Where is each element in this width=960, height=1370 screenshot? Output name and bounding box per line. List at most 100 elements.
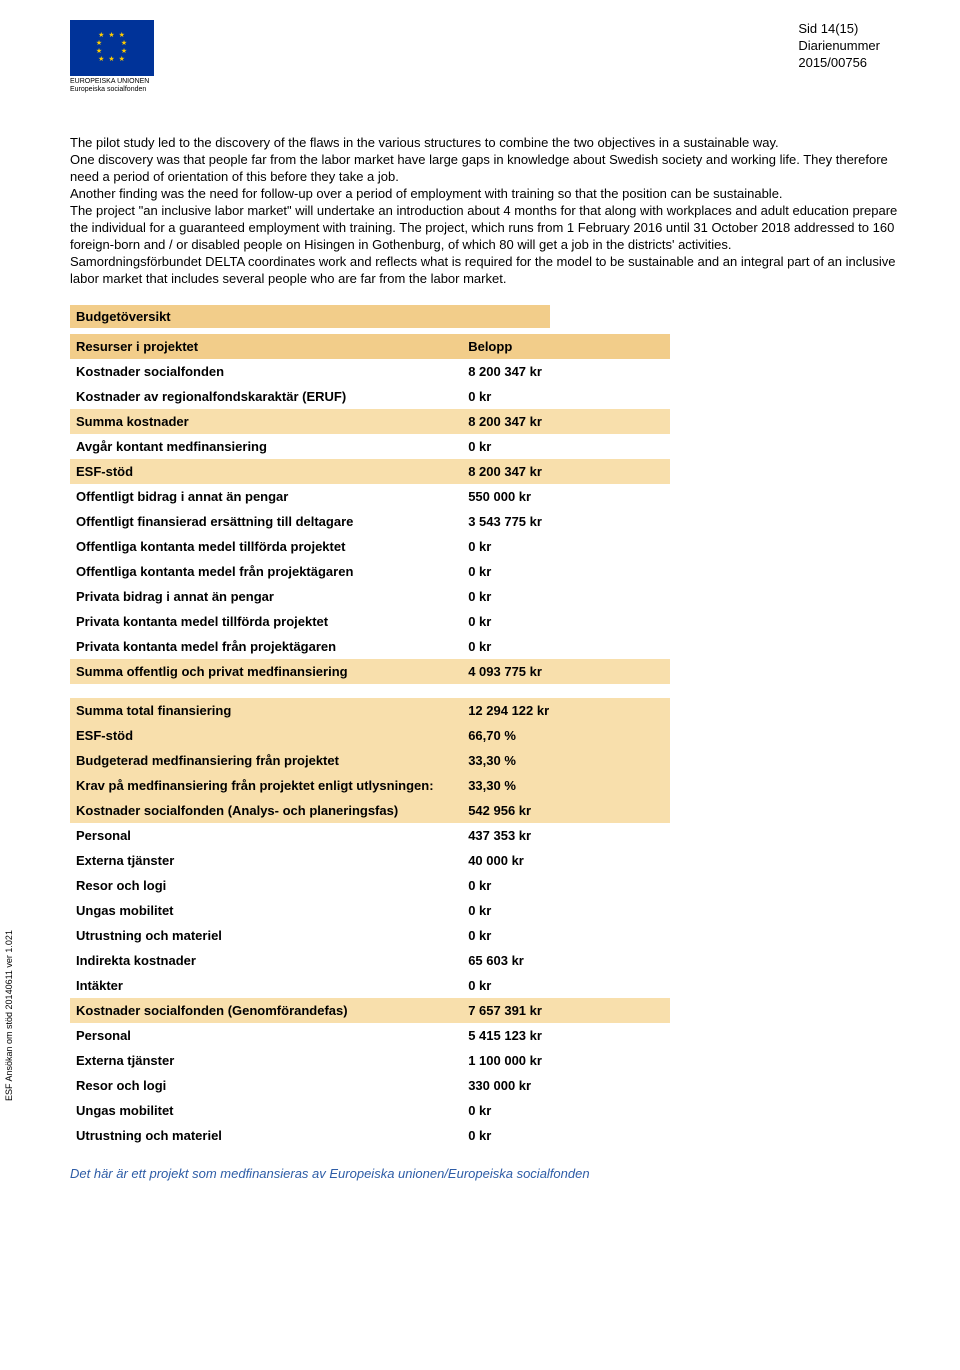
table-row: Utrustning och materiel0 kr bbox=[70, 1123, 670, 1148]
row-label: Kostnader socialfonden bbox=[70, 359, 462, 384]
row-value: 330 000 kr bbox=[462, 1073, 670, 1098]
table-row: Offentliga kontanta medel tillförda proj… bbox=[70, 534, 670, 559]
table-row: Indirekta kostnader65 603 kr bbox=[70, 948, 670, 973]
table-row: Ungas mobilitet0 kr bbox=[70, 1098, 670, 1123]
paragraph: The pilot study led to the discovery of … bbox=[70, 134, 910, 151]
row-label: Resor och logi bbox=[70, 873, 462, 898]
row-value: 0 kr bbox=[462, 609, 670, 634]
row-label: Utrustning och materiel bbox=[70, 1123, 462, 1148]
row-value: 1 100 000 kr bbox=[462, 1048, 670, 1073]
table-row: Offentligt finansierad ersättning till d… bbox=[70, 509, 670, 534]
table-row: Personal5 415 123 kr bbox=[70, 1023, 670, 1048]
paragraph: Samordningsförbundet DELTA coordinates w… bbox=[70, 253, 910, 287]
table-row: Privata kontanta medel från projektägare… bbox=[70, 634, 670, 659]
row-value: 0 kr bbox=[462, 923, 670, 948]
row-value: 65 603 kr bbox=[462, 948, 670, 973]
table-row: Kostnader socialfonden8 200 347 kr bbox=[70, 359, 670, 384]
row-value: 66,70 % bbox=[462, 723, 670, 748]
table-row: Utrustning och materiel0 kr bbox=[70, 923, 670, 948]
row-label: ESF-stöd bbox=[70, 723, 462, 748]
row-value: 0 kr bbox=[462, 534, 670, 559]
row-label: Summa kostnader bbox=[70, 409, 462, 434]
table-row: ESF-stöd8 200 347 kr bbox=[70, 459, 670, 484]
row-label: Offentliga kontanta medel tillförda proj… bbox=[70, 534, 462, 559]
row-label: Kostnader av regionalfondskaraktär (ERUF… bbox=[70, 384, 462, 409]
table-row: Summa offentlig och privat medfinansieri… bbox=[70, 659, 670, 684]
row-value: 437 353 kr bbox=[462, 823, 670, 848]
row-label: Personal bbox=[70, 823, 462, 848]
row-label: Offentligt bidrag i annat än pengar bbox=[70, 484, 462, 509]
paragraph: One discovery was that people far from t… bbox=[70, 151, 910, 185]
table-header-row: Resurser i projektet Belopp bbox=[70, 334, 670, 359]
body-text: The pilot study led to the discovery of … bbox=[70, 134, 910, 287]
row-value: 4 093 775 kr bbox=[462, 659, 670, 684]
row-value: 33,30 % bbox=[462, 748, 670, 773]
budget-section-header: Budgetöversikt bbox=[70, 305, 550, 328]
col-header-resources: Resurser i projektet bbox=[70, 334, 462, 359]
row-value: 5 415 123 kr bbox=[462, 1023, 670, 1048]
row-value: 0 kr bbox=[462, 559, 670, 584]
diary-number: 2015/00756 bbox=[798, 54, 880, 71]
row-label: ESF-stöd bbox=[70, 459, 462, 484]
row-value: 0 kr bbox=[462, 1123, 670, 1148]
row-value: 12 294 122 kr bbox=[462, 698, 670, 723]
row-label: Offentliga kontanta medel från projektäg… bbox=[70, 559, 462, 584]
table-row: Personal437 353 kr bbox=[70, 823, 670, 848]
row-label: Offentligt finansierad ersättning till d… bbox=[70, 509, 462, 534]
row-value: 0 kr bbox=[462, 898, 670, 923]
row-value: 0 kr bbox=[462, 873, 670, 898]
row-label: Utrustning och materiel bbox=[70, 923, 462, 948]
table-row: Summa kostnader8 200 347 kr bbox=[70, 409, 670, 434]
footer-note: Det här är ett projekt som medfinansiera… bbox=[70, 1166, 910, 1181]
row-label: Budgeterad medfinansiering från projekte… bbox=[70, 748, 462, 773]
table-row: Summa total finansiering12 294 122 kr bbox=[70, 698, 670, 723]
diary-label: Diarienummer bbox=[798, 37, 880, 54]
logo-caption: EUROPEISKA UNIONEN Europeiska socialfond… bbox=[70, 78, 160, 94]
table-row: Privata bidrag i annat än pengar0 kr bbox=[70, 584, 670, 609]
table-row: Offentliga kontanta medel från projektäg… bbox=[70, 559, 670, 584]
row-value: 40 000 kr bbox=[462, 848, 670, 873]
table-row: Ungas mobilitet0 kr bbox=[70, 898, 670, 923]
header-meta: Sid 14(15) Diarienummer 2015/00756 bbox=[798, 20, 910, 71]
row-value: 550 000 kr bbox=[462, 484, 670, 509]
row-label: Indirekta kostnader bbox=[70, 948, 462, 973]
table-row: Externa tjänster1 100 000 kr bbox=[70, 1048, 670, 1073]
row-label: Externa tjänster bbox=[70, 848, 462, 873]
table-row: Kostnader socialfonden (Analys- och plan… bbox=[70, 798, 670, 823]
row-value: 0 kr bbox=[462, 434, 670, 459]
table-row: Kostnader socialfonden (Genomförandefas)… bbox=[70, 998, 670, 1023]
table-row: Intäkter0 kr bbox=[70, 973, 670, 998]
row-label: Kostnader socialfonden (Genomförandefas) bbox=[70, 998, 462, 1023]
row-value: 33,30 % bbox=[462, 773, 670, 798]
budget-table: Resurser i projektet Belopp Kostnader so… bbox=[70, 334, 670, 1148]
row-value: 0 kr bbox=[462, 1098, 670, 1123]
row-value: 542 956 kr bbox=[462, 798, 670, 823]
table-row: Privata kontanta medel tillförda projekt… bbox=[70, 609, 670, 634]
row-label: Ungas mobilitet bbox=[70, 898, 462, 923]
table-row: Budgeterad medfinansiering från projekte… bbox=[70, 748, 670, 773]
row-value: 0 kr bbox=[462, 584, 670, 609]
paragraph: Another finding was the need for follow-… bbox=[70, 185, 910, 202]
row-value: 8 200 347 kr bbox=[462, 409, 670, 434]
row-value: 0 kr bbox=[462, 634, 670, 659]
paragraph: The project "an inclusive labor market" … bbox=[70, 202, 910, 253]
row-label: Privata kontanta medel tillförda projekt… bbox=[70, 609, 462, 634]
row-value: 8 200 347 kr bbox=[462, 359, 670, 384]
row-label: Personal bbox=[70, 1023, 462, 1048]
eu-flag-icon: ★ ★ ★★ ★★ ★★ ★ ★ bbox=[70, 20, 154, 76]
table-row: Externa tjänster40 000 kr bbox=[70, 848, 670, 873]
table-row: Krav på medfinansiering från projektet e… bbox=[70, 773, 670, 798]
row-label: Resor och logi bbox=[70, 1073, 462, 1098]
table-row: ESF-stöd66,70 % bbox=[70, 723, 670, 748]
row-label: Kostnader socialfonden (Analys- och plan… bbox=[70, 798, 462, 823]
row-label: Privata bidrag i annat än pengar bbox=[70, 584, 462, 609]
row-label: Externa tjänster bbox=[70, 1048, 462, 1073]
page-header: ★ ★ ★★ ★★ ★★ ★ ★ EUROPEISKA UNIONEN Euro… bbox=[70, 20, 910, 94]
row-label: Summa offentlig och privat medfinansieri… bbox=[70, 659, 462, 684]
row-value: 0 kr bbox=[462, 384, 670, 409]
row-label: Avgår kontant medfinansiering bbox=[70, 434, 462, 459]
table-row: Offentligt bidrag i annat än pengar550 0… bbox=[70, 484, 670, 509]
row-label: Ungas mobilitet bbox=[70, 1098, 462, 1123]
page-number: Sid 14(15) bbox=[798, 20, 880, 37]
table-row: Resor och logi0 kr bbox=[70, 873, 670, 898]
